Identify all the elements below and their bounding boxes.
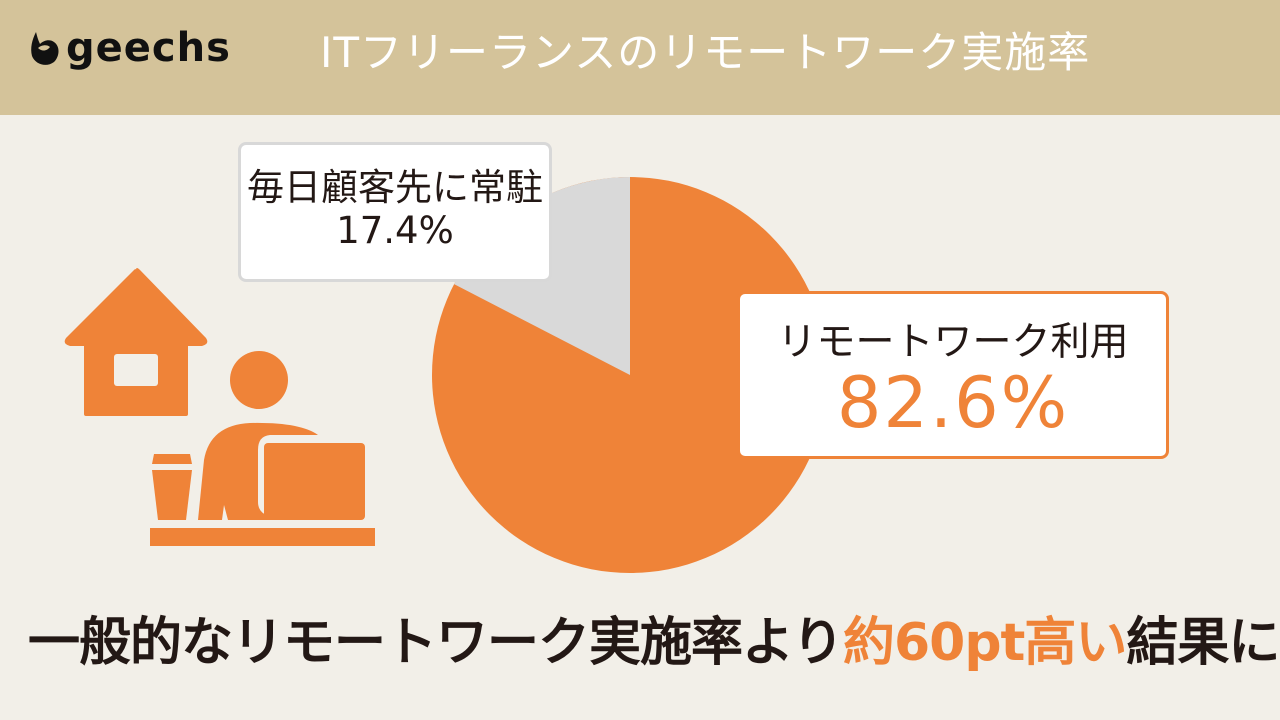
home-worker-laptop-icon	[64, 268, 375, 546]
desk-icon	[150, 528, 375, 546]
header-bar: geechs ITフリーランスのリモートワーク実施率	[0, 0, 1280, 115]
person-head-icon	[230, 351, 288, 409]
callout-onsite: 毎日顧客先に常駐 17.4%	[238, 142, 552, 282]
summary-caption: 一般的なリモートワーク実施率より約60pt高い結果に	[28, 612, 1280, 674]
callout-remote-label: リモートワーク利用	[777, 320, 1129, 365]
page-title: ITフリーランスのリモートワーク実施率	[320, 28, 1091, 77]
callout-onsite-label: 毎日顧客先に常駐	[247, 166, 543, 209]
callout-remote-value: 82.6%	[836, 361, 1070, 444]
summary-highlight: 約60pt高い	[842, 613, 1127, 673]
cup-icon	[152, 454, 192, 464]
logo: geechs	[28, 28, 231, 68]
summary-suffix: 結果に	[1126, 613, 1280, 673]
house-icon	[64, 268, 208, 416]
summary-prefix: 一般的なリモートワーク実施率より	[28, 613, 844, 673]
laptop-icon	[264, 443, 365, 520]
callout-remote: リモートワーク利用 82.6%	[737, 291, 1169, 459]
geechs-logo-mark-icon	[31, 32, 59, 65]
callout-onsite-value: 17.4%	[336, 208, 454, 252]
logo-text: geechs	[66, 25, 231, 71]
